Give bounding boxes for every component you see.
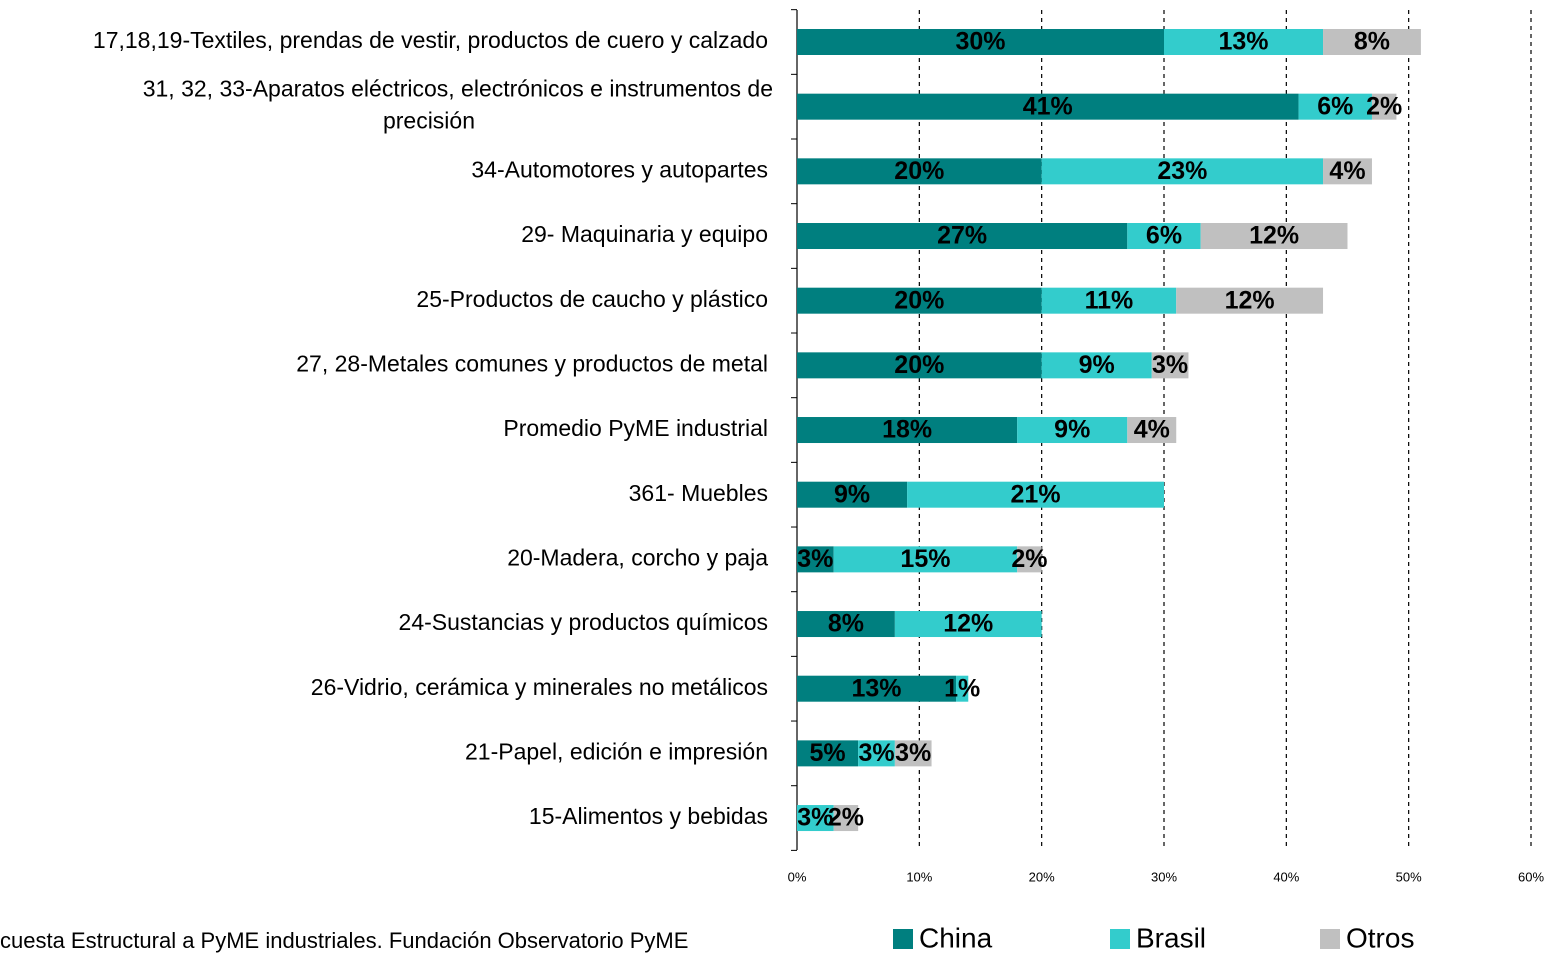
data-label: 2% <box>1366 92 1402 120</box>
bar-segment <box>797 546 834 573</box>
data-label: 9% <box>1079 351 1115 379</box>
category-label: 361- Muebles <box>629 480 768 506</box>
bar-segment <box>894 611 1042 638</box>
bar-segment <box>907 481 1164 508</box>
bar-segment <box>797 740 859 767</box>
bar-segment <box>1151 352 1189 379</box>
bar-segment <box>1127 223 1201 250</box>
data-label: 6% <box>1146 222 1182 250</box>
data-label: 12% <box>943 610 993 638</box>
bar-segment <box>797 352 1042 379</box>
category-label: 21-Papel, edición e impresión <box>465 738 768 764</box>
data-label: 13% <box>1218 28 1268 56</box>
data-label: 15% <box>900 545 950 573</box>
category-label: 24-Sustancias y productos químicos <box>399 609 768 635</box>
data-label: 4% <box>1329 157 1365 185</box>
bar-segment <box>833 805 859 832</box>
x-tick-label: 60% <box>1518 869 1544 884</box>
bar-segment <box>797 223 1128 250</box>
data-label: 41% <box>1023 92 1073 120</box>
category-label: 26-Vidrio, cerámica y minerales no metál… <box>311 674 768 700</box>
x-tick-label: 50% <box>1396 869 1422 884</box>
bar-segment <box>797 158 1042 185</box>
data-label: 20% <box>894 351 944 379</box>
bar-segment <box>797 805 834 832</box>
data-label: 18% <box>882 416 932 444</box>
bar-segment <box>797 481 908 508</box>
bar-segment <box>797 611 895 638</box>
data-label: 30% <box>955 28 1005 56</box>
bar-segment <box>1127 417 1177 444</box>
legend-label: Otros <box>1346 922 1414 953</box>
category-label: 25-Productos de caucho y plástico <box>416 286 768 312</box>
data-label: 2% <box>1011 545 1047 573</box>
data-label: 3% <box>1152 351 1188 379</box>
bar-segment <box>956 675 969 702</box>
bar-segment <box>833 546 1018 573</box>
data-label: 27% <box>937 222 987 250</box>
bar-segment <box>797 93 1299 120</box>
legend-swatch <box>893 929 913 949</box>
bar-segment <box>1164 29 1324 55</box>
data-label: 2% <box>828 804 864 832</box>
bar-segment <box>1017 546 1042 573</box>
data-label: 8% <box>1354 28 1390 56</box>
category-label: 29- Maquinaria y equipo <box>521 221 768 247</box>
x-tick-label: 10% <box>906 869 932 884</box>
category-label: 34-Automotores y autopartes <box>471 156 768 182</box>
bar-segment <box>1298 93 1372 120</box>
bar-segment <box>797 287 1042 314</box>
data-label: 12% <box>1249 222 1299 250</box>
data-label: 9% <box>1054 416 1090 444</box>
bar-segment <box>797 675 957 702</box>
category-label: 31, 32, 33-Aparatos eléctricos, electrón… <box>143 76 773 134</box>
bar-segment <box>858 740 895 767</box>
category-label: Promedio PyME industrial <box>503 415 768 441</box>
data-label: 6% <box>1317 92 1353 120</box>
data-label: 3% <box>797 545 833 573</box>
bar-segment <box>1323 158 1372 185</box>
data-label: 9% <box>834 480 870 508</box>
bar-segment <box>1017 417 1128 444</box>
data-label: 21% <box>1011 480 1061 508</box>
data-label: 11% <box>1085 286 1134 314</box>
data-label: 13% <box>851 674 901 702</box>
category-label: 27, 28-Metales comunes y productos de me… <box>296 350 768 376</box>
data-label: 8% <box>828 610 864 638</box>
category-label: 17,18,19-Textiles, prendas de vestir, pr… <box>93 27 768 53</box>
bar-segment <box>1041 158 1324 185</box>
bar-segment <box>1176 287 1324 314</box>
category-label: 15-Alimentos y bebidas <box>529 803 768 829</box>
category-label: 20-Madera, corcho y paja <box>507 544 768 570</box>
data-label: 3% <box>797 804 833 832</box>
data-label: 4% <box>1134 416 1170 444</box>
x-tick-label: 40% <box>1273 869 1299 884</box>
data-label: 1% <box>944 674 980 702</box>
legend-swatch <box>1110 929 1130 949</box>
x-tick-label: 30% <box>1151 869 1177 884</box>
data-label: 23% <box>1157 157 1207 185</box>
x-tick-label: 20% <box>1029 869 1055 884</box>
bar-segment <box>894 740 932 767</box>
data-label: 3% <box>858 739 894 767</box>
legend-swatch <box>1320 929 1340 949</box>
legend-label: Brasil <box>1136 922 1206 953</box>
source-note: cuesta Estructural a PyME industriales. … <box>0 928 688 953</box>
bar-segment <box>1323 29 1421 55</box>
bar-segment <box>1371 93 1397 120</box>
bar-segment <box>1041 287 1177 314</box>
data-label: 20% <box>894 157 944 185</box>
x-tick-label: 0% <box>788 869 807 884</box>
data-label: 5% <box>810 739 846 767</box>
bar-segment <box>797 29 1164 55</box>
bar-segment <box>1041 352 1152 379</box>
data-label: 3% <box>895 739 931 767</box>
legend-label: China <box>919 922 993 953</box>
data-label: 12% <box>1225 286 1275 314</box>
bar-segment <box>1200 223 1348 250</box>
data-label: 20% <box>894 286 944 314</box>
bar-segment <box>797 417 1018 444</box>
